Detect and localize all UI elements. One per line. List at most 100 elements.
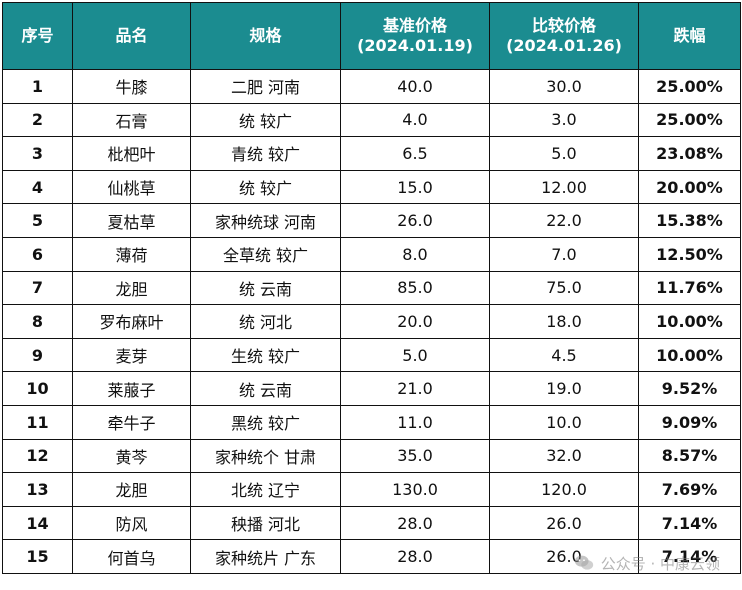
table-row: 3 枇杷叶 青统 较广 6.5 5.0 23.08% <box>2 136 741 171</box>
cell-change: 23.08% <box>638 136 741 171</box>
cell-compare-price: 4.5 <box>489 337 639 373</box>
cell-base-price: 26.0 <box>340 203 490 238</box>
cell-name: 莱菔子 <box>72 371 191 406</box>
cell-spec: 家种统片 广东 <box>190 539 341 574</box>
table-header-row: 序号 品名 规格 基准价格 (2024.01.19) 比较价格 (2024.01… <box>2 2 741 70</box>
cell-compare-price: 26.0 <box>489 505 639 541</box>
table-row: 8 罗布麻叶统 河北 20.0 18.0 10.00% <box>2 304 741 339</box>
cell-change: 7.14% <box>638 539 741 574</box>
cell-spec: 生统 较广 <box>190 337 341 373</box>
cell-spec: 统 较广 <box>190 169 341 205</box>
cell-no: 10 <box>2 371 73 406</box>
cell-no: 9 <box>2 337 73 373</box>
wechat-icon <box>574 555 593 570</box>
cell-no: 7 <box>2 270 73 306</box>
header-base-price-label: 基准价格 <box>382 16 447 35</box>
table-row: 9 麦芽 生统 较广 5.0 4.5 10.00% <box>2 337 741 373</box>
cell-name: 何首乌 <box>72 539 191 574</box>
header-compare-price: 比较价格 (2024.01.26) <box>489 2 639 70</box>
table-row: 4 仙桃草统 较广 15.0 12.00 20.00% <box>2 169 741 205</box>
cell-name: 夏枯草 <box>72 203 191 238</box>
table-row: 6 薄荷 全草统 较广 8.0 7.0 12.50% <box>2 236 741 272</box>
cell-name: 罗布麻叶 <box>72 304 191 339</box>
cell-change: 25.00% <box>638 102 741 138</box>
cell-base-price: 11.0 <box>340 404 490 440</box>
cell-name: 龙胆 <box>72 270 191 306</box>
cell-name: 石膏 <box>72 102 191 138</box>
header-no: 序号 <box>2 2 73 70</box>
header-change: 跌幅 <box>638 2 741 70</box>
header-name: 品名 <box>72 2 191 70</box>
cell-name: 薄荷 <box>72 236 191 272</box>
cell-name: 牵牛子 <box>72 404 191 440</box>
cell-change: 20.00% <box>638 169 741 205</box>
header-base-date: (2024.01.19) <box>357 36 473 55</box>
cell-compare-price: 19.0 <box>489 371 639 406</box>
cell-change: 15.38% <box>638 203 741 238</box>
table-row: 14 防风 秧播 河北 28.0 26.0 7.14% <box>2 505 741 541</box>
table-row: 10 莱菔子统 云南 21.0 19.0 9.52% <box>2 371 741 406</box>
cell-change: 9.52% <box>638 371 741 406</box>
cell-name: 麦芽 <box>72 337 191 373</box>
cell-spec: 统 云南 <box>190 371 341 406</box>
watermark: 公众号 · 中康云领 <box>573 552 720 574</box>
cell-compare-price: 30.0 <box>489 69 639 104</box>
cell-base-price: 28.0 <box>340 539 490 574</box>
cell-change: 25.00% <box>638 69 741 104</box>
cell-change: 7.14% <box>638 505 741 541</box>
cell-spec: 统 河北 <box>190 304 341 339</box>
cell-base-price: 6.5 <box>340 136 490 171</box>
cell-compare-price: 120.0 <box>489 472 639 507</box>
cell-compare-price: 3.0 <box>489 102 639 138</box>
cell-compare-price: 32.0 <box>489 438 639 474</box>
table-row: 7 龙胆统 云南 85.0 75.0 11.76% <box>2 270 741 306</box>
cell-no: 14 <box>2 505 73 541</box>
cell-spec: 家种统球 河南 <box>190 203 341 238</box>
cell-compare-price: 5.0 <box>489 136 639 171</box>
cell-compare-price: 12.00 <box>489 169 639 205</box>
cell-name: 牛膝 <box>72 69 191 104</box>
cell-no: 15 <box>2 539 73 574</box>
cell-compare-price: 7.0 <box>489 236 639 272</box>
cell-name: 枇杷叶 <box>72 136 191 171</box>
cell-change: 9.09% <box>638 404 741 440</box>
cell-name: 仙桃草 <box>72 169 191 205</box>
cell-no: 5 <box>2 203 73 238</box>
cell-change: 12.50% <box>638 236 741 272</box>
cell-change: 7.69% <box>638 472 741 507</box>
cell-name: 黄芩 <box>72 438 191 474</box>
cell-no: 4 <box>2 169 73 205</box>
cell-base-price: 15.0 <box>340 169 490 205</box>
cell-spec: 青统 较广 <box>190 136 341 171</box>
cell-name: 龙胆 <box>72 472 191 507</box>
cell-base-price: 21.0 <box>340 371 490 406</box>
cell-compare-price: 75.0 <box>489 270 639 306</box>
cell-base-price: 8.0 <box>340 236 490 272</box>
table-row: 11 牵牛子 黑统 较广 11.0 10.0 9.09% <box>2 404 741 440</box>
cell-base-price: 40.0 <box>340 69 490 104</box>
cell-spec: 全草统 较广 <box>190 236 341 272</box>
cell-spec: 黑统 较广 <box>190 404 341 440</box>
cell-no: 1 <box>2 69 73 104</box>
table-row: 2 石膏统 较广 4.0 3.0 25.00% <box>2 102 741 138</box>
cell-spec: 二肥 河南 <box>190 69 341 104</box>
table-row: 13 龙胆 北统 辽宁 130.0 120.0 7.69% <box>2 472 741 507</box>
cell-name: 防风 <box>72 505 191 541</box>
cell-change: 8.57% <box>638 438 741 474</box>
cell-base-price: 85.0 <box>340 270 490 306</box>
cell-change: 10.00% <box>638 337 741 373</box>
cell-no: 8 <box>2 304 73 339</box>
header-spec: 规格 <box>190 2 341 70</box>
cell-change: 10.00% <box>638 304 741 339</box>
cell-spec: 秧播 河北 <box>190 505 341 541</box>
table-row: 5 夏枯草 家种统球 河南 26.0 22.0 15.38% <box>2 203 741 238</box>
cell-no: 13 <box>2 472 73 507</box>
table-body: 1 牛膝 二肥 河南 40.0 30.0 25.00% 2 石膏统 较广 4.0 3.0 25.00… <box>2 69 741 574</box>
table-row: 1 牛膝 二肥 河南 40.0 30.0 25.00% <box>2 69 741 104</box>
cell-compare-price: 22.0 <box>489 203 639 238</box>
header-compare-price-label: 比较价格 <box>531 16 596 35</box>
cell-no: 3 <box>2 136 73 171</box>
cell-compare-price: 10.0 <box>489 404 639 440</box>
watermark-text: 公众号 · 中康云领 <box>600 554 720 573</box>
cell-base-price: 5.0 <box>340 337 490 373</box>
